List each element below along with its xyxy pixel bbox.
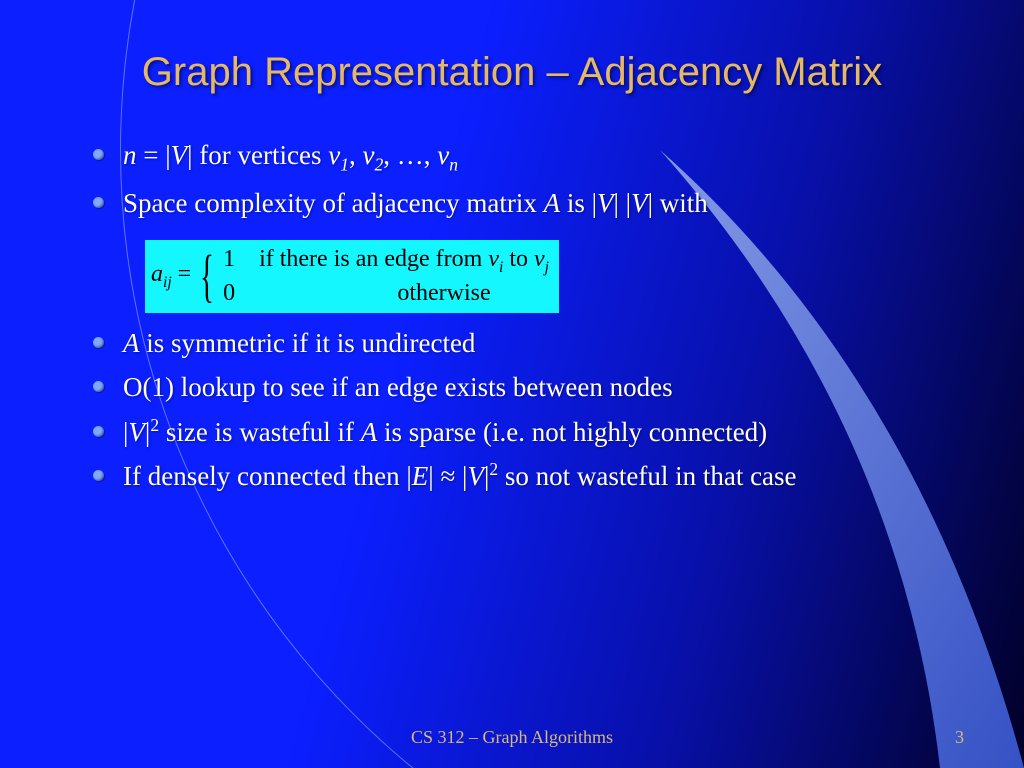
formula-box: aij = { 1 if there is an edge from vi to… (145, 240, 559, 313)
formula-case-1: 1 if there is an edge from vi to vj (223, 244, 549, 278)
formula-a: a (151, 261, 163, 287)
brace-icon: { (200, 253, 214, 299)
slide-content: Graph Representation – Adjacency Matrix … (0, 0, 1024, 495)
bullet-3: A is symmetric if it is undirected (123, 325, 939, 361)
bullet-4: O(1) lookup to see if an edge exists bet… (123, 369, 939, 405)
var-n: n (123, 140, 137, 170)
bullet-6: If densely connected then |E| ≈ |V|2 so … (123, 458, 939, 494)
slide-footer: CS 312 – Graph Algorithms 3 (0, 727, 1024, 748)
page-number: 3 (955, 727, 964, 748)
bullet-2: Space complexity of adjacency matrix A i… (123, 185, 939, 221)
slide-title: Graph Representation – Adjacency Matrix (85, 50, 939, 95)
bullet-5: |V|2 size is wasteful if A is sparse (i.… (123, 414, 939, 450)
bullet-list: n = |V| for vertices v1, v2, …, vn Space… (85, 137, 939, 222)
formula-case-0: 0 otherwise (223, 278, 549, 309)
var-V: V (171, 140, 188, 170)
var-A: A (544, 188, 561, 218)
footer-title: CS 312 – Graph Algorithms (0, 727, 1024, 748)
bullet-1: n = |V| for vertices v1, v2, …, vn (123, 137, 939, 177)
bullet-list-2: A is symmetric if it is undirected O(1) … (85, 325, 939, 495)
